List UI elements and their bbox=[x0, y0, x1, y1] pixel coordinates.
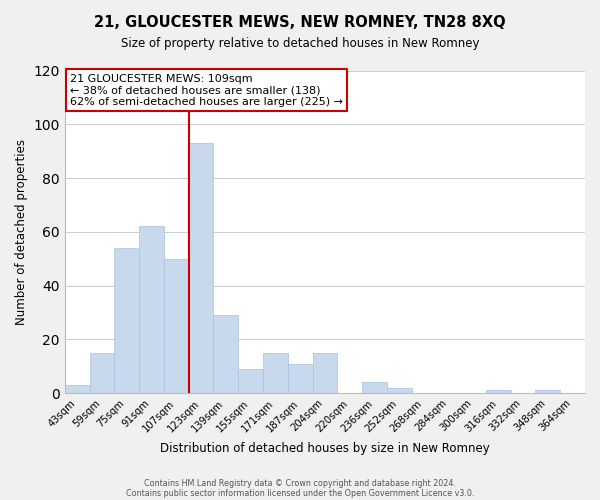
Bar bbox=[387, 388, 412, 393]
Bar bbox=[313, 353, 337, 393]
Bar bbox=[188, 143, 214, 393]
Text: Size of property relative to detached houses in New Romney: Size of property relative to detached ho… bbox=[121, 38, 479, 51]
Text: Contains HM Land Registry data © Crown copyright and database right 2024.: Contains HM Land Registry data © Crown c… bbox=[144, 478, 456, 488]
Text: 21, GLOUCESTER MEWS, NEW ROMNEY, TN28 8XQ: 21, GLOUCESTER MEWS, NEW ROMNEY, TN28 8X… bbox=[94, 15, 506, 30]
Bar bbox=[214, 315, 238, 393]
X-axis label: Distribution of detached houses by size in New Romney: Distribution of detached houses by size … bbox=[160, 442, 490, 455]
Bar bbox=[486, 390, 511, 393]
Bar bbox=[362, 382, 387, 393]
Bar bbox=[238, 369, 263, 393]
Bar bbox=[139, 226, 164, 393]
Bar bbox=[89, 353, 115, 393]
Bar bbox=[535, 390, 560, 393]
Bar bbox=[164, 258, 188, 393]
Text: Contains public sector information licensed under the Open Government Licence v3: Contains public sector information licen… bbox=[126, 488, 474, 498]
Bar bbox=[115, 248, 139, 393]
Y-axis label: Number of detached properties: Number of detached properties bbox=[15, 139, 28, 325]
Bar bbox=[263, 353, 288, 393]
Bar bbox=[288, 364, 313, 393]
Text: 21 GLOUCESTER MEWS: 109sqm
← 38% of detached houses are smaller (138)
62% of sem: 21 GLOUCESTER MEWS: 109sqm ← 38% of deta… bbox=[70, 74, 343, 107]
Bar bbox=[65, 385, 89, 393]
